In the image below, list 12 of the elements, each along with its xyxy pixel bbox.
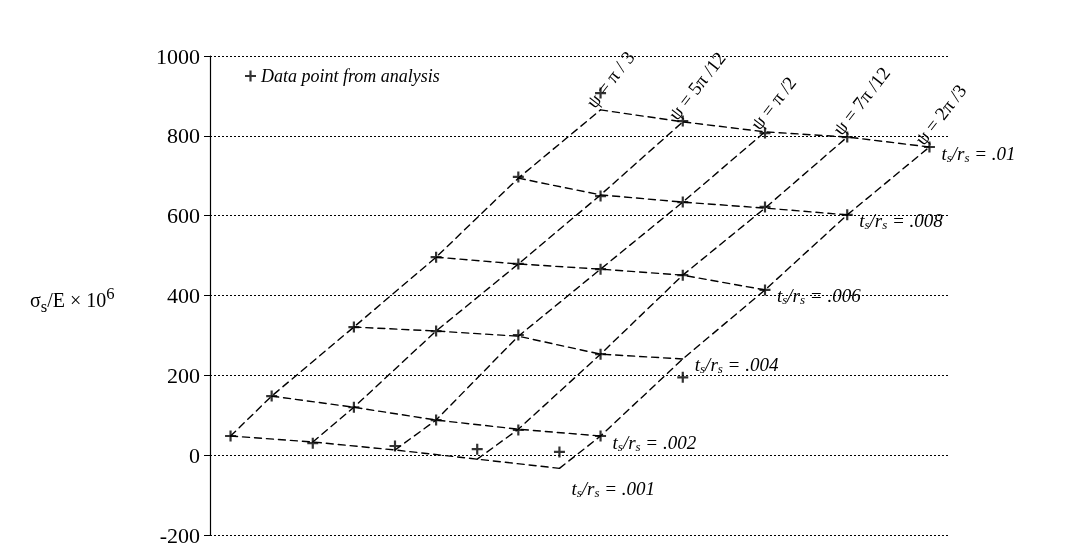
y-tick-label: 200 [167, 362, 200, 388]
text: ψ = π /2 [746, 72, 801, 134]
y-tick-label: 400 [167, 283, 200, 308]
legend-label: Data point from analysis [260, 66, 440, 86]
text: ψ = 5π /12 [663, 47, 730, 124]
y-tick-label: 600 [167, 203, 200, 229]
text: ψ = 7π /12 [828, 62, 895, 140]
y-tick-label: 0 [189, 442, 200, 468]
y-tick-label: 800 [167, 123, 200, 149]
y-tick-label: 1000 [156, 43, 200, 69]
y-axis-title: σ$_{s}$/E × 10$^{6}$ [30, 284, 115, 317]
y-tick-label: -200 [159, 522, 200, 548]
